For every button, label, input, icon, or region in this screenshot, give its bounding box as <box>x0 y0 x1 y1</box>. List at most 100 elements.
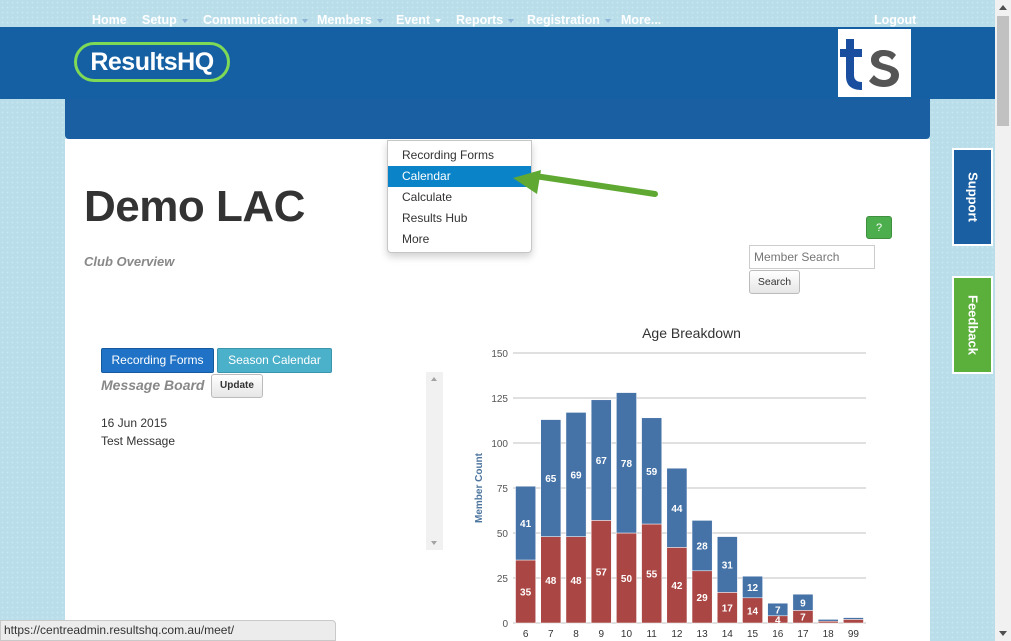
scroll-down-icon[interactable] <box>431 541 437 545</box>
nav-members[interactable]: Members <box>317 0 383 40</box>
message-date: 16 Jun 2015 <box>101 416 168 430</box>
x-tick-label: 17 <box>797 629 809 640</box>
bar-data-label: 9 <box>800 598 806 609</box>
page-subtitle: Club Overview <box>84 254 175 269</box>
scroll-up-icon[interactable] <box>431 377 437 381</box>
y-tick-label: 50 <box>497 529 509 540</box>
dropdown-item-results-hub[interactable]: Results Hub <box>402 211 468 225</box>
bar-data-label: 42 <box>671 581 683 592</box>
bar-data-label: 59 <box>646 467 658 478</box>
bar-data-label: 14 <box>747 606 759 617</box>
scrollbar-thumb[interactable] <box>997 16 1009 126</box>
dropdown-item-calculate[interactable]: Calculate <box>402 190 453 204</box>
bar-data-label: 65 <box>545 474 557 485</box>
y-tick-label: 125 <box>491 394 508 405</box>
dropdown-item-calendar[interactable]: Calendar <box>388 166 531 187</box>
nav-event[interactable]: Event <box>396 0 442 40</box>
bar-data-label: 7 <box>800 613 806 624</box>
member-search-input[interactable] <box>749 245 875 269</box>
bar-data-label: 12 <box>747 583 759 594</box>
support-tab[interactable]: Support <box>952 148 993 246</box>
y-tick-label: 75 <box>497 484 509 495</box>
x-tick-label: 10 <box>621 629 633 640</box>
chevron-down-icon <box>376 18 383 23</box>
nav-more[interactable]: More... <box>621 13 662 27</box>
partner-logo <box>838 29 911 97</box>
bar-data-label: 28 <box>697 542 709 553</box>
logout-link[interactable]: Logout <box>874 13 917 27</box>
nav-setup[interactable]: Setup <box>142 0 188 40</box>
nav-reports[interactable]: Reports <box>456 0 515 40</box>
x-tick-label: 14 <box>722 629 734 640</box>
season-calendar-button[interactable]: Season Calendar <box>217 348 332 373</box>
nav-communication[interactable]: Communication <box>203 0 309 40</box>
x-tick-label: 12 <box>671 629 683 640</box>
bar-data-label: 48 <box>570 576 582 587</box>
chart-title: Age Breakdown <box>642 325 741 341</box>
status-bar-url: https://centreadmin.resultshq.com.au/mee… <box>0 620 336 641</box>
bar-segment <box>540 419 562 537</box>
nav-registration[interactable]: Registration <box>527 0 611 40</box>
bar-data-label: 44 <box>671 504 683 515</box>
bar-data-label: 48 <box>545 576 557 587</box>
x-tick-label: 16 <box>772 629 784 640</box>
x-tick-label: 9 <box>598 629 604 640</box>
page-title: Demo LAC <box>84 182 305 231</box>
x-tick-label: 7 <box>548 629 554 640</box>
nav-home[interactable]: Home <box>92 13 127 27</box>
x-tick-label: 6 <box>523 629 529 640</box>
bar-segment <box>616 392 637 534</box>
logo-text-hq: HQ <box>177 48 214 76</box>
page-scrollbar[interactable] <box>995 0 1011 641</box>
bar-segment <box>843 617 864 620</box>
bar-data-label: 78 <box>621 459 633 470</box>
bar-data-label: 35 <box>520 588 532 599</box>
event-dropdown-menu: Recording Forms Calendar Calculate Resul… <box>387 140 532 253</box>
y-tick-label: 25 <box>497 574 509 585</box>
chevron-down-icon <box>508 18 515 23</box>
bar-data-label: 50 <box>621 574 633 585</box>
message-board-scrollbar[interactable] <box>426 372 443 550</box>
bar-segment <box>716 536 738 593</box>
y-tick-label: 100 <box>491 439 508 450</box>
resultshq-logo[interactable]: ResultsHQ <box>74 42 230 82</box>
x-tick-label: 15 <box>747 629 759 640</box>
bar-data-label: 41 <box>520 519 532 530</box>
scroll-down-icon[interactable] <box>999 631 1007 636</box>
recording-forms-button[interactable]: Recording Forms <box>101 348 214 373</box>
x-tick-label: 18 <box>823 629 835 640</box>
bar-segment <box>565 412 587 537</box>
bar-data-label: 55 <box>646 570 658 581</box>
age-breakdown-chart: Age Breakdown 0 25 50 75 100 125 150 Member Coun… <box>474 325 866 640</box>
bar-segment <box>792 593 814 611</box>
chevron-down-icon <box>604 18 611 23</box>
bar-segment <box>590 399 612 521</box>
message-board-title: Message Board <box>101 377 205 393</box>
scroll-up-icon[interactable] <box>999 5 1007 10</box>
y-axis-label: Member Count <box>474 452 485 523</box>
bar-data-label: 31 <box>722 561 734 572</box>
message-text: Test Message <box>101 434 176 448</box>
bar-data-label: 69 <box>570 471 582 482</box>
chevron-down-icon <box>435 18 442 23</box>
update-button[interactable]: Update <box>211 374 263 398</box>
feedback-tab[interactable]: Feedback <box>952 276 993 374</box>
main-navbar <box>65 99 930 139</box>
bar-segment <box>817 620 839 624</box>
dropdown-item-recording-forms[interactable]: Recording Forms <box>402 148 495 162</box>
bar-data-label: 67 <box>596 456 608 467</box>
x-tick-label: 13 <box>697 629 709 640</box>
x-tick-label: 11 <box>646 629 657 640</box>
search-button[interactable]: Search <box>749 270 800 294</box>
annotation-arrow-icon <box>513 170 658 197</box>
dropdown-item-more[interactable]: More <box>402 232 430 246</box>
x-tick-label: 99 <box>848 629 860 640</box>
bar-segment <box>641 417 663 525</box>
help-button[interactable]: ? <box>866 216 892 239</box>
bar-data-label: 7 <box>775 606 781 617</box>
chevron-down-icon <box>181 18 188 23</box>
bar-segment <box>515 485 536 561</box>
x-tick-label: 8 <box>573 629 579 640</box>
logo-text: Results <box>90 48 178 76</box>
bar-segment <box>691 520 713 572</box>
